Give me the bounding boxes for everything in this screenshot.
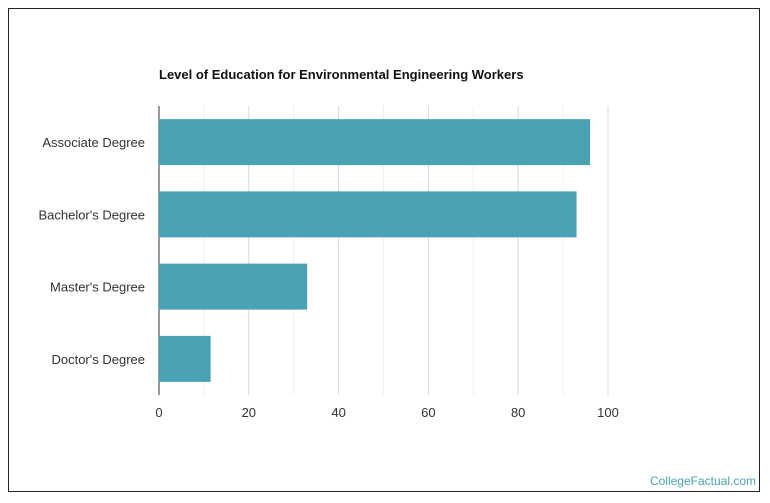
bar bbox=[159, 263, 308, 310]
x-tick-label: 20 bbox=[242, 405, 256, 420]
x-tick-label: 80 bbox=[511, 405, 525, 420]
category-label: Master's Degree bbox=[50, 280, 145, 295]
bar bbox=[159, 119, 591, 166]
category-label: Associate Degree bbox=[42, 135, 145, 150]
x-tick-label: 40 bbox=[331, 405, 345, 420]
x-tick-label: 0 bbox=[155, 405, 162, 420]
x-tick-label: 100 bbox=[597, 405, 619, 420]
x-tick-label: 60 bbox=[421, 405, 435, 420]
category-label: Doctor's Degree bbox=[51, 352, 145, 367]
chart-title: Level of Education for Environmental Eng… bbox=[159, 67, 524, 82]
category-label: Bachelor's Degree bbox=[38, 207, 145, 222]
bar bbox=[159, 191, 577, 238]
bar bbox=[159, 335, 211, 382]
source-credit: CollegeFactual.com bbox=[649, 474, 756, 488]
